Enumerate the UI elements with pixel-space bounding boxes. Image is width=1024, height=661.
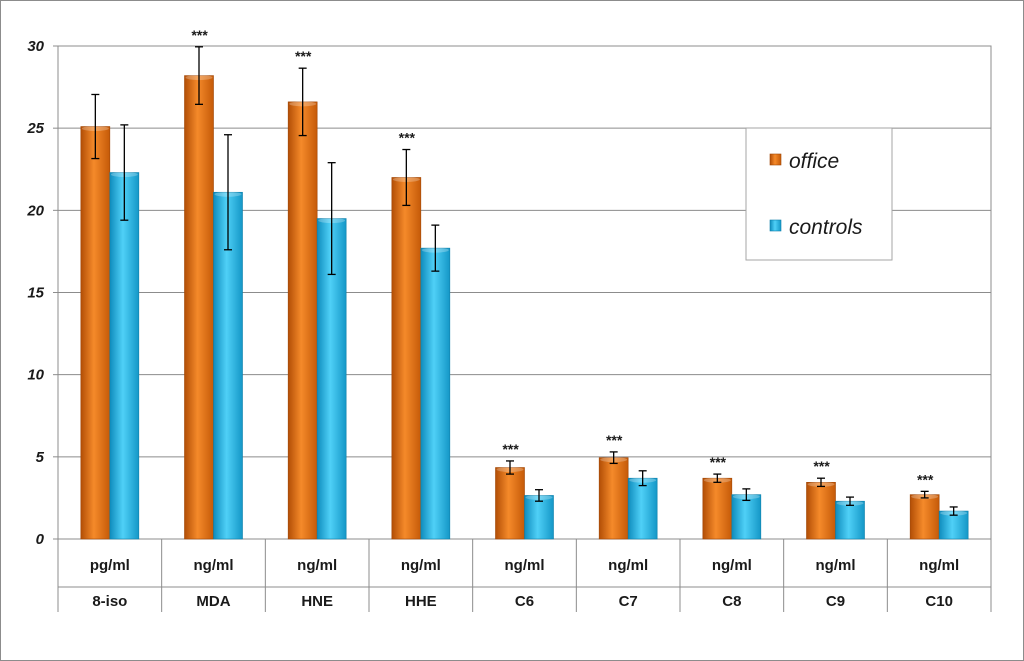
x-category-label: C9 [826, 593, 845, 610]
x-unit-label: ng/ml [919, 557, 959, 574]
bar-office-C9 [806, 482, 836, 540]
x-category-label: C8 [722, 593, 741, 610]
x-unit-label: ng/ml [505, 557, 545, 574]
bar-office-C10 [909, 494, 940, 540]
legend-box [745, 127, 893, 261]
x-category-label: 8-iso [92, 593, 127, 610]
x-unit-label: ng/ml [608, 557, 648, 574]
bar-office-C7 [598, 457, 629, 540]
x-category-label: C7 [619, 593, 638, 610]
y-tick-label: 20 [26, 202, 44, 219]
bar-controls-C9 [835, 500, 865, 540]
x-category-label: HNE [301, 593, 333, 610]
y-tick-label: 25 [26, 120, 44, 137]
bars [80, 46, 969, 540]
bar-controls-HHE [420, 247, 451, 540]
significance-marker: *** [813, 458, 830, 474]
legend-label-controls: controls [789, 216, 863, 239]
y-tick-label: 5 [36, 449, 45, 466]
x-category-label: C10 [925, 593, 953, 610]
x-unit-label: pg/ml [90, 557, 130, 574]
y-tick-label: 10 [27, 367, 44, 384]
significance-marker: *** [191, 27, 208, 43]
significance-marker: *** [916, 471, 933, 487]
bar-controls-C6 [524, 495, 554, 540]
significance-marker: *** [502, 441, 519, 457]
x-unit-label: ng/ml [401, 557, 441, 574]
x-category-label: MDA [196, 593, 230, 610]
x-unit-label: ng/ml [297, 557, 337, 574]
significance-marker: *** [709, 454, 726, 470]
significance-marker: *** [398, 130, 415, 146]
legend-swatch-controls [769, 219, 782, 232]
bar-office-HHE [391, 177, 422, 540]
bar-controls-C7 [627, 477, 658, 540]
x-category-label: C6 [515, 593, 534, 610]
bar-office-HNE [287, 101, 318, 540]
bar-office-MDA [184, 75, 214, 540]
x-unit-label: ng/ml [816, 557, 856, 574]
legend-swatch-office [769, 153, 782, 166]
significance-marker: *** [294, 48, 311, 64]
significance-marker: *** [605, 432, 622, 448]
bar-controls-C8 [731, 494, 762, 540]
y-tick-label: 15 [27, 285, 44, 302]
x-unit-label: ng/ml [712, 557, 752, 574]
legend-label-office: office [789, 150, 839, 173]
y-tick-label: 30 [27, 38, 44, 55]
labels: 0 5 10 15 20 25 30 pg/ml 8-iso *** ng/ml MDA *** ng/m… [26, 27, 959, 610]
bar-office-C6 [495, 467, 525, 540]
legend: office controls [745, 127, 893, 261]
x-unit-label: ng/ml [194, 557, 234, 574]
bar-office-8-iso [80, 126, 111, 540]
bar-controls-8-iso [109, 172, 140, 540]
x-category-label: HHE [405, 593, 437, 610]
bar-office-C8 [702, 477, 733, 540]
y-tick-label: 0 [36, 531, 45, 548]
